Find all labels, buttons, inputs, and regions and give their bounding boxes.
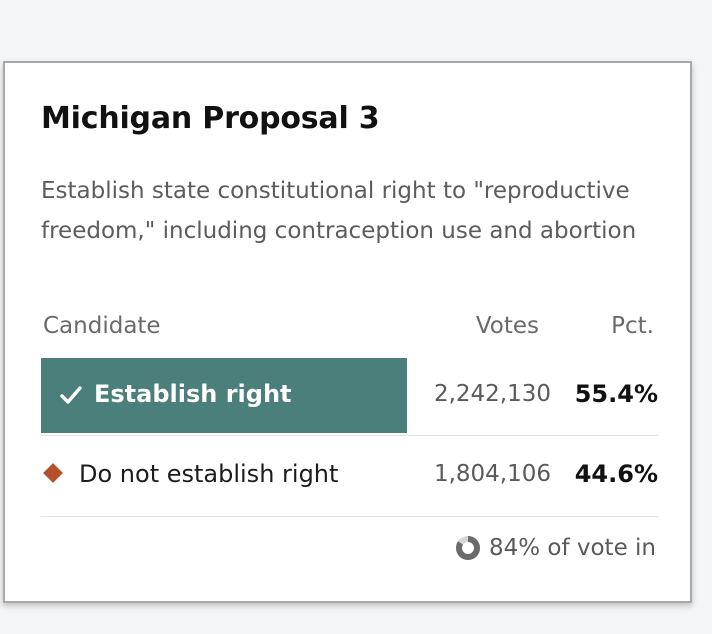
- result-row-establish-right: Establish right 2,242,130 55.4%: [41, 358, 658, 433]
- column-header-pct: Pct.: [611, 313, 654, 339]
- diamond-icon: [43, 463, 63, 483]
- reporting-status: 84% of vote in: [455, 535, 656, 561]
- candidate-label: Do not establish right: [79, 460, 339, 488]
- donut-progress-icon: [455, 536, 480, 560]
- candidate-label: Establish right: [94, 380, 292, 408]
- reporting-text: 84% of vote in: [488, 535, 656, 561]
- vote-percentage: 44.6%: [574, 460, 658, 488]
- vote-percentage: 55.4%: [574, 380, 658, 408]
- vote-count: 2,242,130: [433, 381, 551, 407]
- race-results-card: Michigan Proposal 3 Establish state cons…: [3, 61, 692, 603]
- race-description: Establish state constitutional right to …: [41, 178, 637, 244]
- column-header-votes: Votes: [475, 313, 539, 339]
- winner-highlight: Establish right: [41, 358, 407, 433]
- checkmark-icon: [60, 386, 82, 404]
- race-title: Michigan Proposal 3: [41, 101, 380, 136]
- result-row-do-not-establish-right: Do not establish right 1,804,106 44.6%: [41, 435, 658, 517]
- vote-count: 1,804,106: [433, 461, 551, 487]
- column-header-candidate: Candidate: [43, 313, 161, 339]
